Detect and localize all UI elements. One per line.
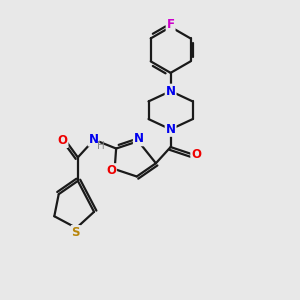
Text: S: S [72,226,80,239]
Text: N: N [134,132,144,145]
Text: H: H [97,141,104,151]
Text: O: O [191,148,201,161]
Text: N: N [166,123,176,136]
Text: N: N [88,133,98,146]
Text: O: O [106,164,116,177]
Text: F: F [167,18,175,32]
Text: O: O [58,134,68,147]
Text: N: N [166,85,176,98]
